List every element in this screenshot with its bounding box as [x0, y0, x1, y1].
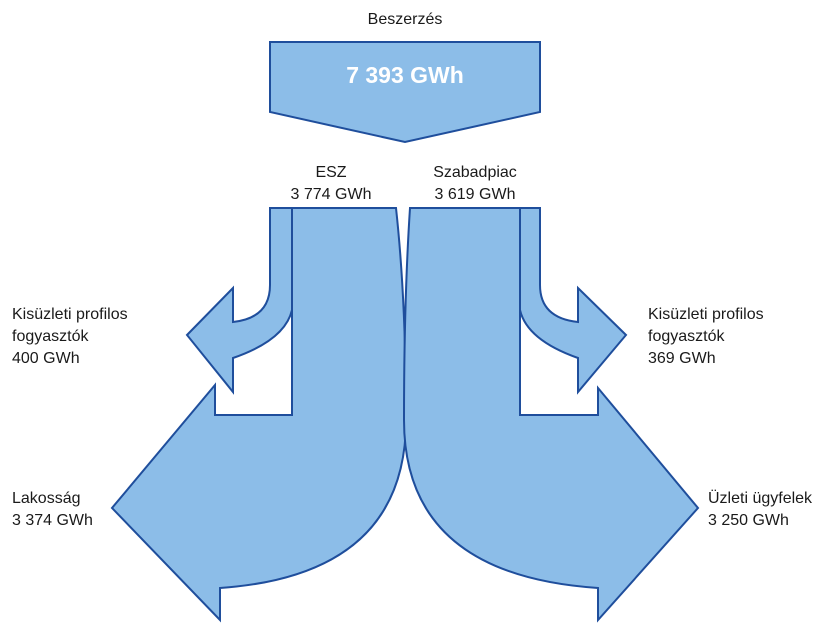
- szabadpiac-name: Szabadpiac: [433, 164, 517, 181]
- szabadpiac-kisuzleti-flow: [519, 207, 628, 395]
- left-kisuzleti-line2: fogyasztók: [12, 328, 89, 345]
- procurement-title: Beszerzés: [367, 11, 443, 28]
- procurement-arrow: [269, 41, 541, 144]
- uzleti-value: 3 250 GWh: [708, 512, 789, 529]
- esz-value: 3 774 GWh: [290, 186, 372, 203]
- left-kisuzleti-value: 400 GWh: [12, 350, 80, 367]
- procurement-value: 7 393 GWh: [346, 62, 464, 88]
- lakossag-name: Lakosság: [12, 490, 81, 507]
- uzleti-label: Üzleti ügyfelek 3 250 GWh: [708, 488, 812, 532]
- esz-kisuzleti-flow: [185, 207, 293, 395]
- szabadpiac-label: Szabadpiac 3 619 GWh: [412, 162, 538, 206]
- right-kisuzleti-line2: fogyasztók: [648, 328, 725, 345]
- right-kisuzleti-value: 369 GWh: [648, 350, 716, 367]
- right-kisuzleti-line1: Kisüzleti profilos: [648, 306, 764, 323]
- left-kisuzleti-line1: Kisüzleti profilos: [12, 306, 128, 323]
- esz-name: ESZ: [315, 164, 347, 181]
- left-kisuzleti-label: Kisüzleti profilos fogyasztók 400 GWh: [12, 304, 128, 370]
- right-kisuzleti-label: Kisüzleti profilos fogyasztók 369 GWh: [648, 304, 764, 370]
- esz-lakossag-flow: [110, 207, 408, 623]
- szabadpiac-value: 3 619 GWh: [434, 186, 516, 203]
- esz-label: ESZ 3 774 GWh: [270, 162, 392, 206]
- szabadpiac-uzleti-flow: [402, 207, 700, 623]
- lakossag-label: Lakosság 3 374 GWh: [12, 488, 93, 532]
- uzleti-name: Üzleti ügyfelek: [708, 490, 813, 507]
- lakossag-value: 3 374 GWh: [12, 512, 93, 529]
